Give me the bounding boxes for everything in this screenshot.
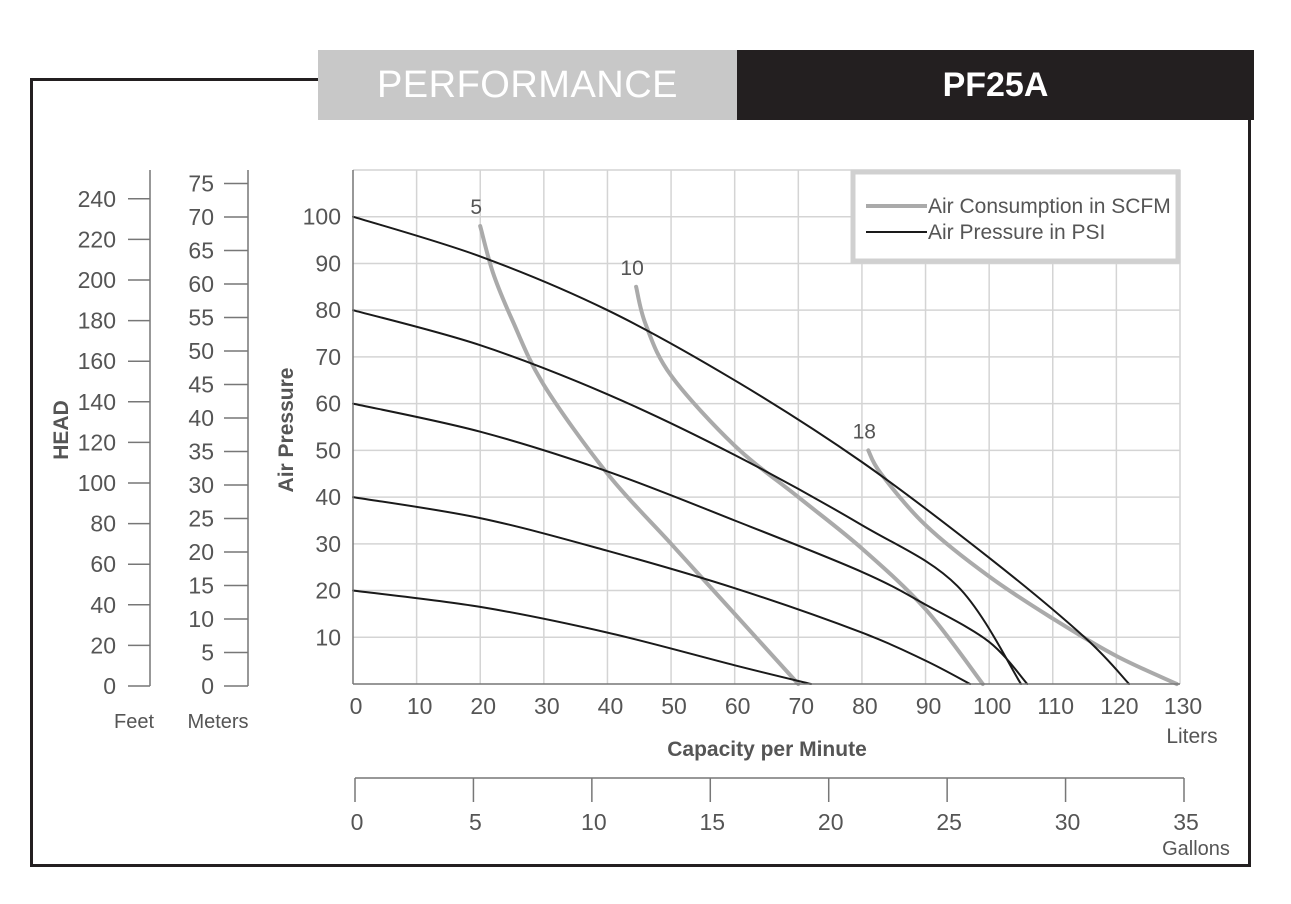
- liters-unit-label: Liters: [1166, 725, 1217, 748]
- feet-tick-label: 0: [103, 673, 116, 699]
- feet-tick-label: 180: [78, 308, 116, 334]
- gallons-unit-label: Gallons: [1162, 838, 1230, 860]
- meters-tick-label: 25: [188, 506, 214, 532]
- head-title: HEAD: [50, 400, 73, 460]
- gallons-tick-label: 15: [699, 809, 725, 835]
- x-tick-label: 100: [973, 693, 1011, 719]
- meters-tick-label: 40: [188, 405, 214, 431]
- air-pressure-line: [352, 496, 972, 685]
- meters-tick-label: 10: [188, 606, 214, 632]
- feet-tick-label: 140: [78, 389, 116, 415]
- legend: Air Consumption in SCFM Air Pressure in …: [850, 169, 1181, 264]
- y-tick-label: 90: [315, 250, 341, 276]
- meters-tick-label: 50: [188, 338, 214, 364]
- feet-tick-label: 200: [78, 267, 116, 293]
- x-tick-label: 0: [350, 693, 363, 719]
- air-pressure-line: [352, 215, 1131, 685]
- feet-tick-label: 80: [90, 511, 116, 537]
- legend-box: [850, 169, 1181, 264]
- gallons-tick-label: 5: [469, 809, 482, 835]
- x-tick-label: 70: [789, 693, 815, 719]
- meters-tick-label: 20: [188, 539, 214, 565]
- meters-tick-label: 55: [188, 305, 214, 331]
- x-tick-label: 10: [407, 693, 433, 719]
- y-tick-label: 10: [315, 624, 341, 650]
- y-axis-title: Air Pressure: [275, 368, 298, 493]
- feet-tick-label: 120: [78, 429, 116, 455]
- legend-air-label: Air Consumption in SCFM: [928, 195, 1171, 218]
- axes: 0 10 20 30 40 50 60 70 80 90 100 110 120 130 10 20 30 40 5…: [303, 170, 1202, 719]
- series-lines: 5 10 18: [352, 196, 1179, 686]
- x-tick-label: 90: [916, 693, 942, 719]
- scfm-curve-label: 10: [620, 257, 643, 280]
- meters-tick-label: 30: [188, 472, 214, 498]
- feet-tick-label: 220: [78, 226, 116, 252]
- gallons-tick-label: 10: [581, 809, 607, 835]
- scfm-curve-label: 5: [470, 196, 482, 219]
- meters-tick-label: 35: [188, 439, 214, 465]
- air-consumption-line: [634, 284, 985, 686]
- y-tick-label: 40: [315, 484, 341, 510]
- y-tick-label: 30: [315, 531, 341, 557]
- y-tick-label: 80: [315, 297, 341, 323]
- feet-tick-label: 240: [78, 186, 116, 212]
- model-header: PF25A: [737, 50, 1254, 120]
- gallons-tick-label: 20: [818, 809, 844, 835]
- performance-header: PERFORMANCE: [318, 50, 737, 120]
- meters-tick-label: 65: [188, 238, 214, 264]
- legend-pressure-label: Air Pressure in PSI: [928, 221, 1105, 244]
- scfm-curve-label: 18: [853, 420, 876, 443]
- x-tick-label: 110: [1037, 693, 1074, 719]
- x-tick-label: 40: [598, 693, 624, 719]
- x-axis-title: Capacity per Minute: [667, 738, 867, 761]
- x-tick-label: 120: [1100, 693, 1138, 719]
- y-tick-label: 70: [315, 344, 341, 370]
- meters-label: Meters: [187, 711, 248, 733]
- meters-tick-label: 75: [188, 171, 214, 197]
- feet-tick-label: 100: [78, 470, 116, 496]
- meters-tick-label: 70: [188, 204, 214, 230]
- air-consumption-line: [866, 448, 1179, 686]
- head-scale: 0 20 40 60 80 100 120 140 160 180 200 220 240 0 5 10 15 2…: [78, 170, 249, 699]
- meters-tick-label: 5: [201, 640, 214, 666]
- x-tick-label: 30: [534, 693, 560, 719]
- feet-tick-label: 160: [78, 348, 116, 374]
- gallons-axis: 0 5 10 15 20 25 30 35: [351, 777, 1199, 835]
- y-tick-label: 100: [303, 204, 341, 230]
- x-tick-label: 130: [1164, 693, 1202, 719]
- air-pressure-line: [352, 589, 812, 685]
- y-tick-label: 50: [315, 437, 341, 463]
- gallons-tick-label: 35: [1173, 809, 1199, 835]
- feet-tick-label: 60: [90, 551, 116, 577]
- x-tick-label: 80: [852, 693, 878, 719]
- y-tick-label: 20: [315, 578, 341, 604]
- meters-tick-label: 60: [188, 271, 214, 297]
- meters-tick-label: 0: [201, 673, 214, 699]
- feet-label: Feet: [114, 711, 154, 733]
- air-pressure-line: [352, 309, 1022, 685]
- x-tick-label: 50: [661, 693, 687, 719]
- x-tick-label: 20: [470, 693, 496, 719]
- feet-tick-label: 40: [90, 592, 116, 618]
- gallons-tick-label: 0: [351, 809, 364, 835]
- meters-tick-label: 15: [188, 573, 214, 599]
- gallons-tick-label: 25: [936, 809, 962, 835]
- air-pressure-line: [352, 402, 1029, 685]
- air-consumption-line: [478, 224, 801, 686]
- meters-tick-label: 45: [188, 372, 214, 398]
- feet-tick-label: 20: [90, 632, 116, 658]
- gallons-tick-label: 30: [1055, 809, 1081, 835]
- x-tick-label: 60: [725, 693, 751, 719]
- y-tick-label: 60: [315, 391, 341, 417]
